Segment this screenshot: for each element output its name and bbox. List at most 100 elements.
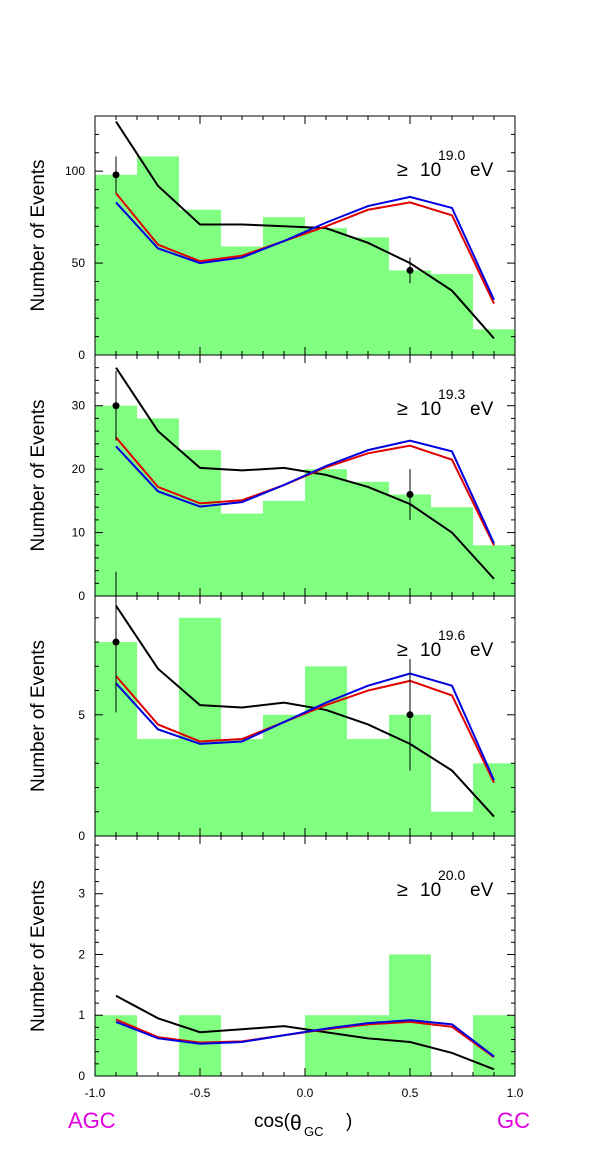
- blue-curve: [115, 439, 495, 544]
- y-axis-label: Number of Events: [28, 640, 49, 792]
- theta-subscript: GC: [304, 1124, 324, 1139]
- x-tick-label: -1.0: [85, 1086, 106, 1100]
- histogram-bar: [95, 1015, 137, 1076]
- threshold-unit: eV: [470, 399, 494, 420]
- data-point: [406, 491, 414, 499]
- histogram-bar: [179, 450, 221, 596]
- geq-symbol: ≥: [397, 879, 408, 901]
- histogram-bar: [179, 1015, 221, 1076]
- blue-curve: [115, 195, 495, 301]
- histogram-bar: [137, 739, 179, 836]
- histogram-bar: [431, 811, 473, 836]
- histogram-bar: [347, 739, 389, 836]
- threshold-base: 10: [420, 640, 441, 661]
- threshold-exponent: 19.0: [438, 147, 465, 163]
- y-tick-label: 0: [78, 829, 85, 843]
- y-tick-label: 0: [78, 1069, 85, 1083]
- geq-symbol: ≥: [397, 398, 408, 420]
- data-point: [406, 266, 414, 274]
- threshold-base: 10: [420, 399, 441, 420]
- histogram-bar: [347, 237, 389, 355]
- black-curve: [115, 605, 495, 818]
- black-curve: [115, 994, 495, 1071]
- blue-curve: [115, 672, 495, 781]
- histogram-bar: [263, 500, 305, 596]
- right-end-label: GC: [497, 1108, 530, 1133]
- histogram-bar: [263, 714, 305, 836]
- histogram-bar: [473, 545, 515, 596]
- histogram-bar: [473, 329, 515, 355]
- y-tick-label: 1: [78, 1008, 85, 1022]
- red-curve: [115, 675, 495, 784]
- threshold-base: 10: [420, 880, 441, 901]
- y-tick-label: 10: [72, 526, 86, 540]
- y-tick-label: 5: [78, 708, 85, 722]
- threshold-unit: eV: [470, 160, 494, 181]
- y-tick-label: 20: [72, 462, 86, 476]
- histogram-bar: [179, 617, 221, 836]
- histogram-bar: [389, 954, 431, 1076]
- threshold-exponent: 19.6: [438, 627, 465, 643]
- histogram-bar: [221, 246, 263, 355]
- histogram-bar: [137, 418, 179, 596]
- histogram-bar: [221, 739, 263, 836]
- y-axis-label: Number of Events: [28, 880, 49, 1032]
- x-tick-label: 1.0: [507, 1086, 524, 1100]
- data-point: [112, 171, 120, 179]
- blue-curve: [115, 1019, 495, 1058]
- histogram-bar: [347, 481, 389, 596]
- left-end-label: AGC: [68, 1108, 116, 1133]
- geq-symbol: ≥: [397, 159, 408, 181]
- y-tick-label: 100: [65, 164, 85, 178]
- histogram-bar: [263, 217, 305, 355]
- theta-symbol: θ: [290, 1112, 302, 1135]
- geq-symbol: ≥: [397, 639, 408, 661]
- histogram-bar: [305, 228, 347, 355]
- x-tick-label: 0.0: [297, 1086, 314, 1100]
- x-axis: -1.0 -0.5 0.0 0.5 1.0 AGC GC cos( θ GC ): [68, 1086, 530, 1139]
- data-point: [406, 711, 414, 719]
- y-tick-label: 2: [78, 947, 85, 961]
- histogram-bar: [431, 274, 473, 355]
- histogram-bar: [305, 666, 347, 836]
- x-tick-label: 0.5: [402, 1086, 419, 1100]
- histogram-bar: [137, 156, 179, 355]
- black-curve: [115, 120, 495, 340]
- histogram-bar: [473, 763, 515, 836]
- threshold-unit: eV: [470, 640, 494, 661]
- histogram-bar: [305, 1015, 347, 1076]
- data-point: [112, 638, 120, 646]
- threshold-unit: eV: [470, 880, 494, 901]
- histogram-bar: [305, 469, 347, 596]
- histogram-bar: [221, 513, 263, 596]
- y-tick-label: 3: [78, 887, 85, 901]
- histogram-bar: [95, 174, 137, 355]
- histogram-bar: [389, 270, 431, 355]
- x-axis-label-suffix: ): [346, 1111, 352, 1132]
- histogram-bar: [179, 209, 221, 355]
- data-point: [112, 402, 120, 410]
- histogram-bar: [431, 507, 473, 596]
- threshold-exponent: 19.3: [438, 386, 465, 402]
- threshold-base: 10: [420, 160, 441, 181]
- x-tick-label: -0.5: [190, 1086, 211, 1100]
- y-axis-label: Number of Events: [28, 159, 49, 311]
- y-axis-label: Number of Events: [28, 399, 49, 551]
- threshold-exponent: 20.0: [438, 867, 465, 883]
- black-curve: [115, 367, 495, 580]
- red-curve: [115, 192, 495, 304]
- y-tick-label: 50: [72, 256, 86, 270]
- y-tick-label: 0: [78, 589, 85, 603]
- y-tick-label: 0: [78, 348, 85, 362]
- y-tick-label: 30: [72, 399, 86, 413]
